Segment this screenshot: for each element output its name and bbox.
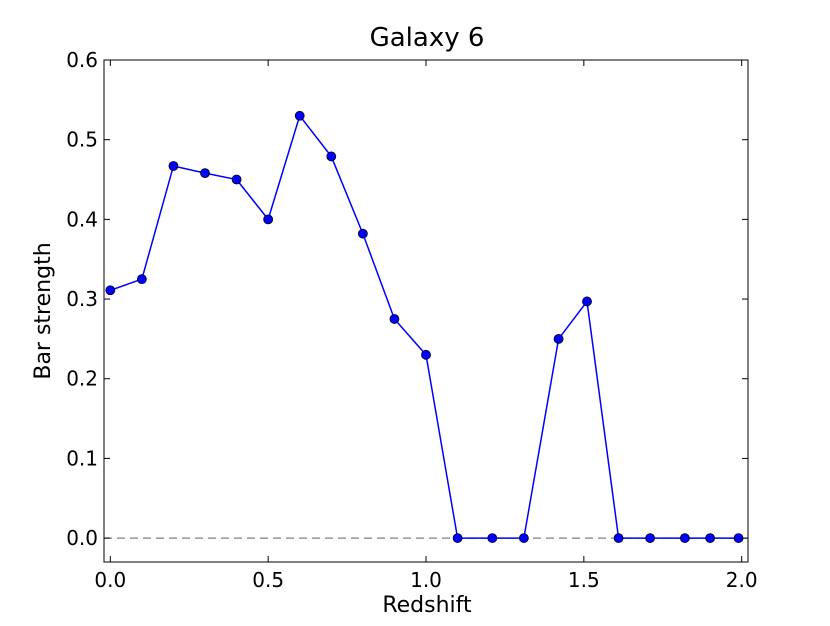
x-tick-label: 1.0 <box>410 568 442 592</box>
chart-title: Galaxy 6 <box>370 23 485 53</box>
axis-ticks: 0.0 0.5 1.0 1.5 2.0 0.0 0.1 0.2 0.3 0.4 0.5 0.6 <box>66 48 757 592</box>
data-point <box>553 333 564 344</box>
y-axis-label: Bar strength <box>31 242 56 379</box>
data-point <box>168 161 179 171</box>
data-point <box>200 168 210 179</box>
data-point <box>357 228 368 239</box>
data-point <box>705 533 716 543</box>
data-point <box>645 533 656 543</box>
y-tick-label: 0.4 <box>66 207 98 231</box>
data-point <box>326 151 337 162</box>
data-point <box>105 285 116 296</box>
y-tick-label: 0.5 <box>66 128 98 152</box>
data-point <box>582 296 592 307</box>
x-tick-label: 2.0 <box>726 568 758 592</box>
series-line <box>110 114 739 539</box>
x-tick-label: 0.0 <box>94 568 126 592</box>
data-point <box>452 533 463 543</box>
data-point <box>231 174 242 185</box>
y-tick-label: 0.3 <box>66 287 98 311</box>
data-point <box>487 533 498 543</box>
data-point <box>679 533 690 543</box>
y-tick-label: 0.2 <box>66 367 98 391</box>
data-point <box>518 533 529 543</box>
data-point <box>421 349 431 360</box>
data-point <box>733 533 744 543</box>
y-tick-label: 0.6 <box>66 48 98 72</box>
y-tick-label: 0.0 <box>66 526 98 550</box>
data-point <box>136 274 147 285</box>
data-point <box>263 214 274 225</box>
x-tick-label: 0.5 <box>252 568 284 592</box>
y-tick-label: 0.1 <box>66 446 98 470</box>
plot-frame <box>103 59 749 563</box>
data-series <box>105 110 744 543</box>
data-point <box>294 110 305 121</box>
x-tick-label: 1.5 <box>568 568 600 592</box>
x-axis-label: Redshift <box>382 593 472 618</box>
data-point <box>613 533 624 543</box>
data-point <box>389 314 400 324</box>
